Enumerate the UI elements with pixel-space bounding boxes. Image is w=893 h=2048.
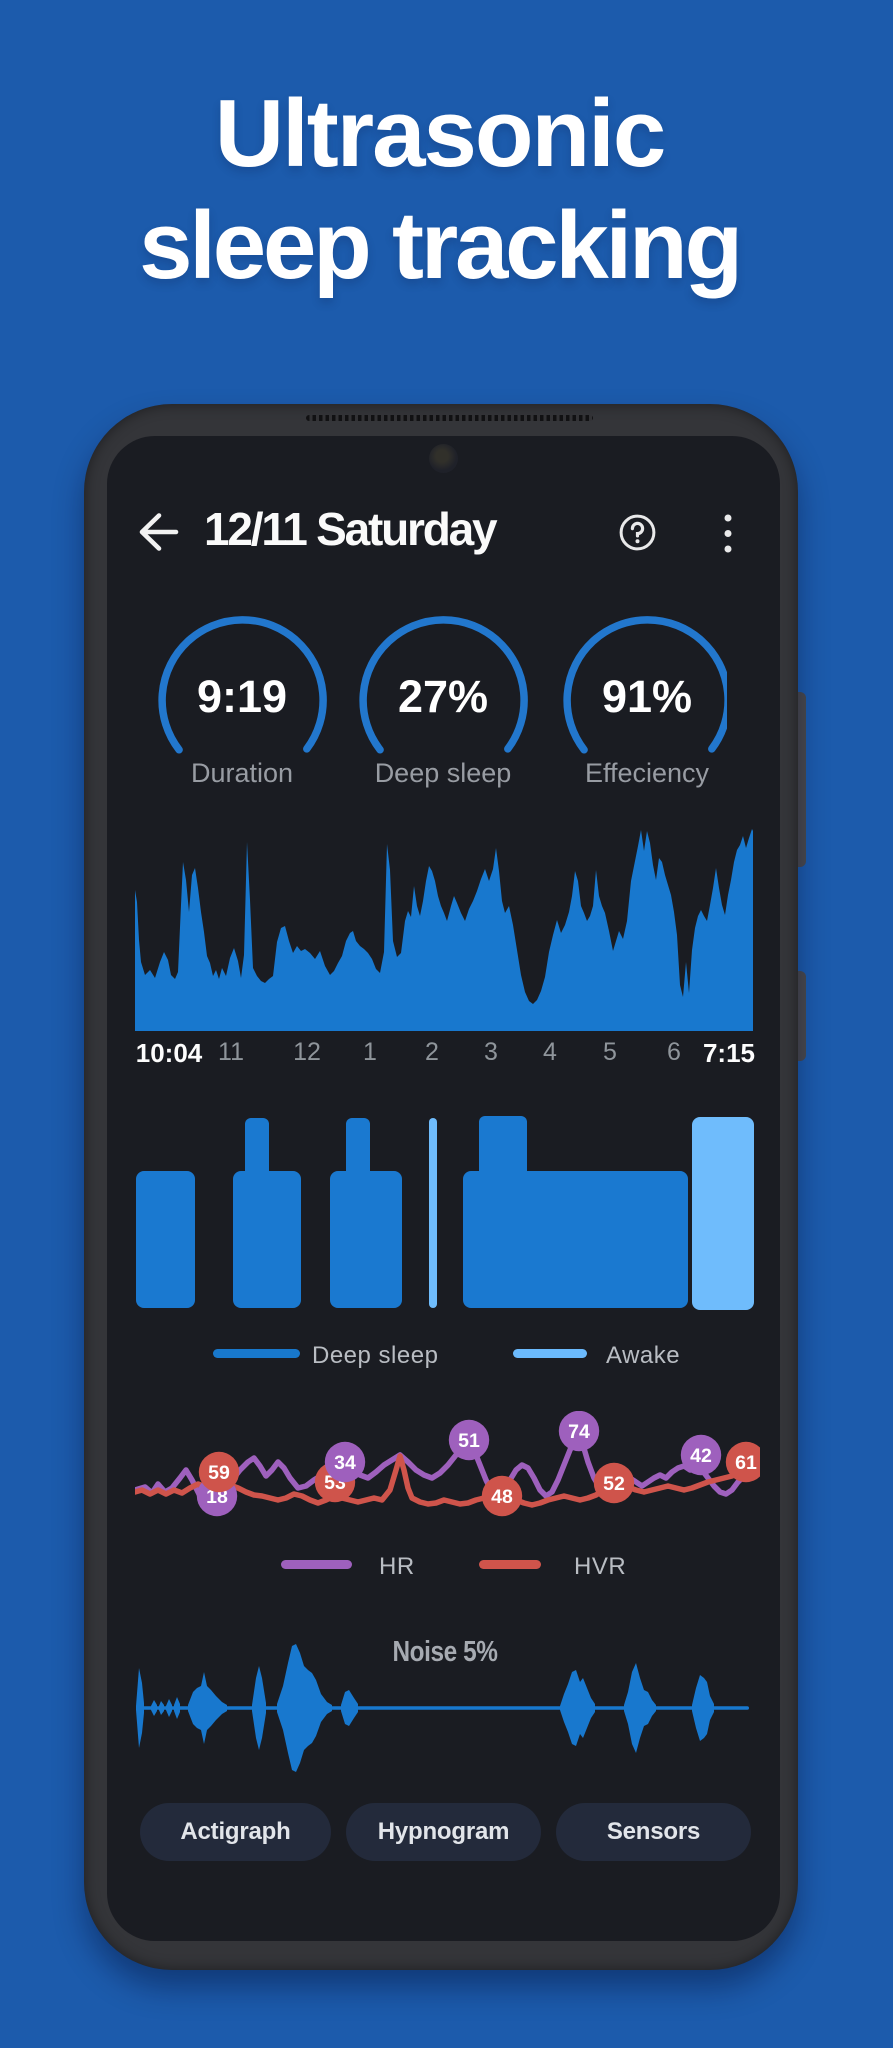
svg-text:48: 48	[491, 1486, 513, 1508]
svg-text:34: 34	[334, 1452, 356, 1474]
svg-text:74: 74	[568, 1421, 590, 1443]
svg-text:42: 42	[690, 1445, 712, 1467]
svg-text:51: 51	[458, 1430, 480, 1452]
svg-text:59: 59	[208, 1462, 230, 1484]
svg-text:52: 52	[603, 1473, 625, 1495]
svg-text:61: 61	[735, 1452, 757, 1474]
